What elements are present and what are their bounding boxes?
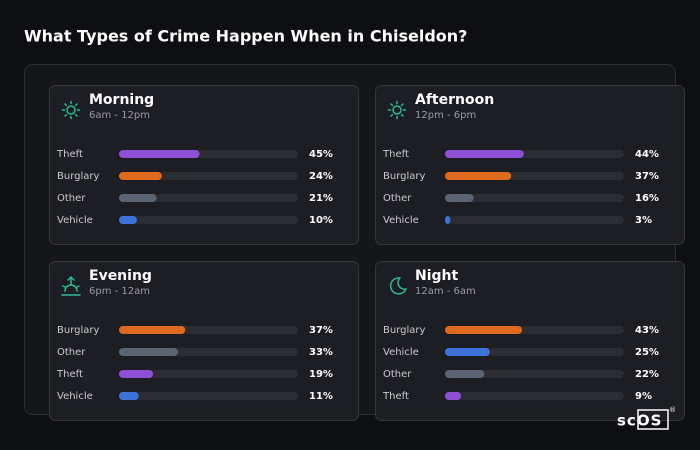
card: Evening 6pm - 12am Burglary 37% Other 33% Thef… — [49, 261, 359, 421]
logo: scOS ® — [617, 406, 676, 430]
card-title: Evening — [89, 268, 152, 284]
bar — [119, 392, 139, 400]
category-label: Vehicle — [383, 215, 419, 226]
icon-ray — [400, 113, 404, 117]
bar — [119, 348, 179, 356]
icon-moon — [389, 277, 407, 295]
icon-ray — [74, 103, 78, 107]
bar — [119, 194, 157, 202]
card-title: Afternoon — [415, 92, 494, 108]
value-label: 19% — [309, 369, 333, 380]
bar-track — [119, 172, 298, 180]
category-label: Theft — [382, 391, 409, 402]
value-label: 24% — [309, 171, 333, 182]
value-label: 11% — [309, 391, 333, 402]
value-label: 44% — [635, 149, 659, 160]
card-bg — [375, 85, 685, 245]
value-label: 33% — [309, 347, 333, 358]
bar-track — [445, 348, 624, 356]
logo-mark: ® — [669, 406, 676, 414]
bar — [445, 194, 474, 202]
category-label: Burglary — [383, 171, 425, 182]
icon-sunrise — [61, 276, 81, 296]
value-label: 37% — [635, 171, 659, 182]
bar-track — [119, 194, 298, 202]
bar — [445, 216, 451, 224]
bar-track — [119, 216, 298, 224]
icon-ray — [64, 103, 68, 107]
value-label: 3% — [635, 215, 652, 226]
icon-ray — [390, 103, 394, 107]
bar — [119, 326, 186, 334]
icon-ray — [74, 113, 78, 117]
bar-track — [119, 392, 298, 400]
bar — [445, 370, 485, 378]
category-label: Other — [57, 347, 86, 358]
bar-track — [445, 370, 624, 378]
cards: Morning 6am - 12pm Theft 45% Burglary 24% Othe… — [49, 85, 685, 421]
value-label: 22% — [635, 369, 659, 380]
bar — [445, 172, 512, 180]
bar-track — [119, 370, 298, 378]
icon-ray — [390, 113, 394, 117]
category-label: Theft — [382, 149, 409, 160]
category-label: Other — [57, 193, 86, 204]
category-label: Theft — [56, 149, 83, 160]
value-label: 10% — [309, 215, 333, 226]
category-label: Vehicle — [57, 215, 93, 226]
card-title: Morning — [89, 92, 154, 108]
bar — [445, 392, 462, 400]
bar — [445, 150, 524, 158]
page-title: What Types of Crime Happen When in Chise… — [24, 27, 467, 46]
card: Morning 6am - 12pm Theft 45% Burglary 24% Othe… — [49, 85, 359, 245]
category-label: Vehicle — [57, 391, 93, 402]
logo-text: scOS — [617, 412, 662, 430]
icon-ray — [400, 103, 404, 107]
logo-box — [637, 409, 669, 430]
category-label: Other — [383, 369, 412, 380]
bar — [119, 216, 137, 224]
card-bg — [375, 261, 685, 421]
bar — [119, 370, 154, 378]
bar — [445, 326, 522, 334]
card-title: Night — [415, 268, 459, 284]
bar-track — [445, 194, 624, 202]
category-label: Burglary — [57, 325, 99, 336]
card-subtitle: 12am - 6am — [415, 286, 476, 297]
icon-sun — [392, 105, 402, 115]
bar — [119, 172, 162, 180]
bar-track — [445, 392, 624, 400]
card-bg — [49, 261, 359, 421]
card-subtitle: 12pm - 6pm — [415, 110, 476, 121]
value-label: 21% — [309, 193, 333, 204]
icon-sun — [66, 105, 76, 115]
bar-track — [445, 216, 624, 224]
value-label: 43% — [635, 325, 659, 336]
category-label: Theft — [56, 369, 83, 380]
value-label: 37% — [309, 325, 333, 336]
card: Night 12am - 6am Burglary 43% Vehicle 25% Othe… — [375, 261, 685, 421]
value-label: 9% — [635, 391, 652, 402]
category-label: Other — [383, 193, 412, 204]
value-label: 25% — [635, 347, 659, 358]
category-label: Burglary — [57, 171, 99, 182]
card: Afternoon 12pm - 6pm Theft 44% Burglary 37% Ot… — [375, 85, 685, 245]
category-label: Vehicle — [383, 347, 419, 358]
card-bg — [49, 85, 359, 245]
value-label: 16% — [635, 193, 659, 204]
value-label: 45% — [309, 149, 333, 160]
card-subtitle: 6pm - 12am — [89, 286, 150, 297]
bar — [119, 150, 200, 158]
bar — [445, 348, 490, 356]
card-subtitle: 6am - 12pm — [89, 110, 150, 121]
category-label: Burglary — [383, 325, 425, 336]
icon-ray — [64, 113, 68, 117]
